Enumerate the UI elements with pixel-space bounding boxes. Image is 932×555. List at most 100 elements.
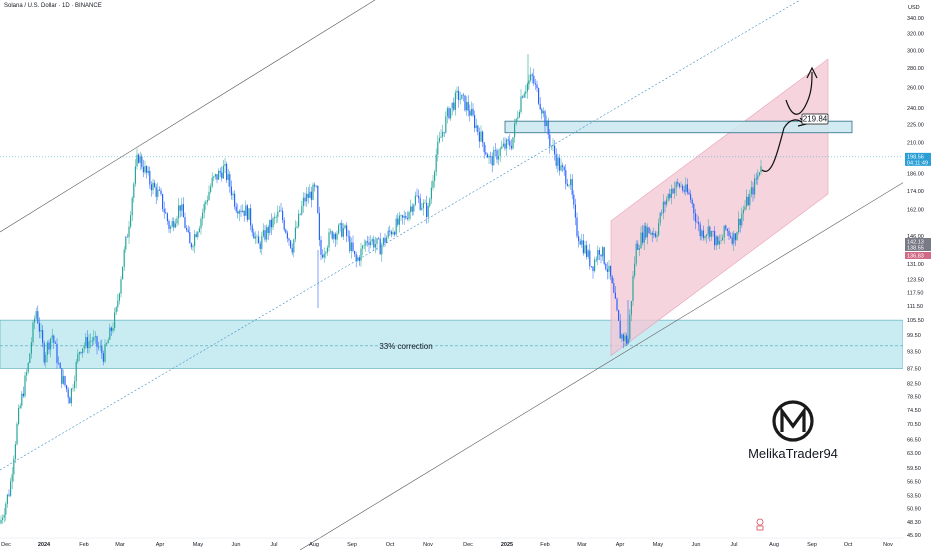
- candle-body: [480, 131, 482, 142]
- y-tick-label: 48.30: [907, 520, 921, 526]
- candle-body: [370, 241, 372, 246]
- candle-body: [147, 170, 149, 173]
- candle-body: [206, 200, 208, 202]
- candle-body: [344, 225, 346, 229]
- y-tick-label: 320.00: [907, 32, 924, 38]
- candle-body: [422, 202, 424, 209]
- candle-body: [374, 244, 376, 248]
- candle-body: [603, 247, 605, 264]
- candle-body: [461, 94, 463, 100]
- candle-body: [592, 266, 594, 272]
- candle-body: [270, 219, 272, 228]
- candle-body: [403, 215, 405, 218]
- price-axis-bg: [903, 0, 932, 550]
- candle-body: [229, 174, 231, 187]
- candle-body: [424, 202, 426, 204]
- candle-body: [477, 125, 479, 133]
- candle-body: [448, 108, 450, 119]
- candle-body: [362, 245, 364, 249]
- axis-currency: USD: [908, 5, 920, 11]
- candle-body: [402, 215, 404, 218]
- candle-body: [285, 229, 287, 233]
- x-tick-label: Mar: [577, 542, 587, 548]
- candle-body: [24, 375, 26, 397]
- candle-body: [669, 194, 671, 198]
- candle-body: [731, 237, 733, 244]
- candle-body: [208, 191, 210, 201]
- candle-body: [746, 196, 748, 207]
- candle-body: [352, 242, 354, 251]
- candle-body: [192, 245, 194, 248]
- candle-body: [518, 111, 520, 118]
- candle-body: [366, 241, 368, 243]
- candle-body: [693, 203, 695, 214]
- candle-body: [442, 131, 444, 137]
- candle-body: [662, 201, 664, 214]
- candle-body: [232, 193, 234, 196]
- candle-body: [48, 342, 50, 350]
- lower-channel-line: [299, 164, 932, 551]
- candle-body: [434, 171, 436, 181]
- candle-body: [675, 182, 677, 189]
- candle-body: [283, 220, 285, 230]
- candle-body: [514, 123, 516, 138]
- candle-body: [85, 337, 87, 346]
- candle-body: [384, 237, 386, 243]
- candle-body: [594, 259, 596, 272]
- candle-body: [197, 231, 199, 237]
- candle-body: [69, 397, 71, 404]
- candle-body: [531, 74, 533, 76]
- candle-body: [467, 101, 469, 111]
- candle-body: [629, 314, 631, 340]
- candle-body: [482, 131, 484, 143]
- candle-body: [131, 197, 133, 216]
- candle-body: [35, 311, 37, 319]
- candle-body: [536, 84, 538, 89]
- candle-body: [744, 206, 746, 210]
- price-tag: [905, 238, 931, 245]
- candle-body: [715, 236, 717, 246]
- candle-body: [5, 503, 7, 515]
- candle-body: [538, 88, 540, 104]
- candle-body: [365, 241, 367, 246]
- candle-body: [26, 372, 28, 376]
- candle-body: [325, 252, 327, 254]
- candle-body: [334, 233, 336, 240]
- candle-body: [288, 238, 290, 241]
- x-tick-label: Aug: [769, 542, 779, 548]
- candle-body: [176, 218, 178, 224]
- candle-body: [245, 205, 247, 216]
- candle-body: [173, 221, 175, 228]
- y-tick-label: 56.50: [907, 479, 921, 485]
- candle-body: [682, 185, 684, 191]
- candle-body: [136, 154, 138, 167]
- candle-body: [178, 205, 180, 219]
- candle-body: [160, 190, 162, 195]
- candle-body: [290, 240, 292, 248]
- candle-body: [408, 211, 410, 219]
- candle-body: [186, 227, 188, 230]
- candle-body: [486, 154, 488, 158]
- candle-body: [162, 194, 164, 209]
- y-tick-label: 162.00: [907, 207, 924, 213]
- candle-body: [582, 240, 584, 254]
- candle-body: [251, 225, 253, 233]
- candle-body: [128, 226, 130, 238]
- candle-body: [754, 178, 756, 195]
- candle-body: [555, 154, 557, 166]
- candle-body: [219, 170, 221, 173]
- candle-body: [451, 102, 453, 109]
- candle-body: [2, 517, 4, 520]
- zones-layer: [0, 58, 904, 369]
- candle-body: [269, 219, 271, 233]
- candle-body: [338, 225, 340, 234]
- y-tick-label: 131.00: [907, 262, 924, 268]
- y-tick-label: 99.50: [907, 333, 921, 339]
- candle-body: [27, 362, 29, 373]
- candle-body: [267, 227, 269, 233]
- candle-body: [275, 216, 277, 218]
- candle-body: [174, 223, 176, 228]
